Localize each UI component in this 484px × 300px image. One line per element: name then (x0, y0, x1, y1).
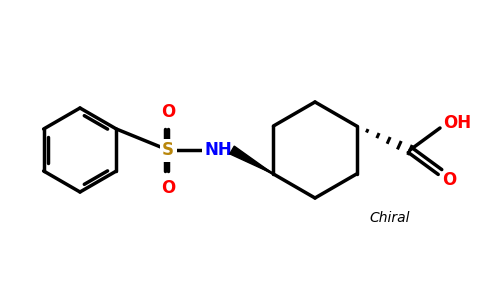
Text: O: O (442, 171, 456, 189)
Text: OH: OH (443, 114, 471, 132)
Text: O: O (161, 179, 175, 197)
Text: O: O (161, 103, 175, 121)
Text: NH: NH (204, 141, 232, 159)
Polygon shape (230, 146, 273, 174)
Text: Chiral: Chiral (370, 211, 410, 225)
Text: S: S (162, 141, 174, 159)
